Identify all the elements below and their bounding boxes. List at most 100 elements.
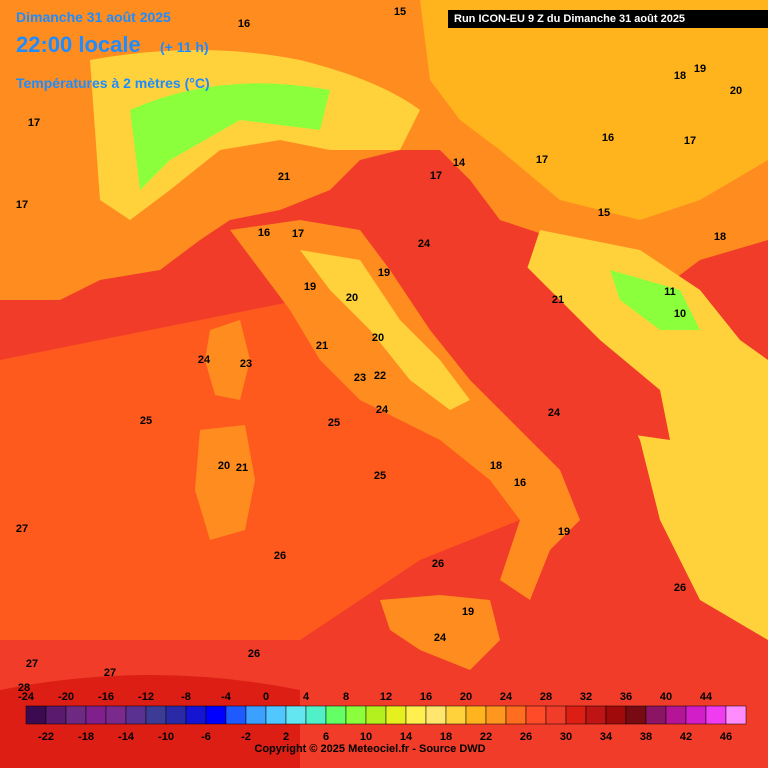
date: Dimanche 31 août 2025 bbox=[16, 9, 171, 25]
scale-label: -20 bbox=[58, 691, 74, 703]
scale-label: 12 bbox=[380, 691, 392, 703]
temperature-label: 17 bbox=[292, 228, 304, 240]
temperature-label: 27 bbox=[26, 658, 38, 670]
temperature-label: 20 bbox=[346, 292, 358, 304]
scale-swatch bbox=[45, 705, 67, 725]
temperature-label: 15 bbox=[598, 207, 610, 219]
scale-swatch bbox=[25, 705, 47, 725]
temperature-label: 17 bbox=[536, 154, 548, 166]
scale-label: -10 bbox=[158, 731, 174, 743]
scale-label: 28 bbox=[540, 691, 552, 703]
temperature-label: 23 bbox=[240, 358, 252, 370]
scale-swatch bbox=[65, 705, 87, 725]
temperature-label: 19 bbox=[378, 267, 390, 279]
temperature-label: 15 bbox=[394, 6, 406, 18]
scale-swatch bbox=[605, 705, 627, 725]
temperature-label: 25 bbox=[140, 415, 152, 427]
scale-label: -24 bbox=[18, 691, 35, 703]
scale-swatch bbox=[205, 705, 227, 725]
copyright: Copyright © 2025 Meteociel.fr - Source D… bbox=[254, 743, 485, 755]
scale-label: 6 bbox=[323, 731, 329, 743]
temperature-label: 20 bbox=[218, 460, 230, 472]
scale-label: -4 bbox=[221, 691, 232, 703]
scale-swatch bbox=[305, 705, 327, 725]
temperature-label: 18 bbox=[674, 70, 686, 82]
scale-label: -18 bbox=[78, 731, 94, 743]
scale-label: 38 bbox=[640, 731, 652, 743]
adriatic-sea bbox=[370, 150, 670, 440]
temperature-label: 26 bbox=[248, 648, 260, 660]
scale-label: 24 bbox=[500, 691, 513, 703]
scale-label: -6 bbox=[201, 731, 211, 743]
scale-label: 36 bbox=[620, 691, 632, 703]
sardinia bbox=[195, 425, 255, 540]
scale-swatch bbox=[385, 705, 407, 725]
scale-label: 14 bbox=[400, 731, 413, 743]
scale-swatch bbox=[285, 705, 307, 725]
temperature-label: 19 bbox=[462, 606, 474, 618]
scale-swatch bbox=[245, 705, 267, 725]
temperature-label: 24 bbox=[198, 354, 211, 366]
scale-swatch bbox=[145, 705, 167, 725]
temperature-label: 18 bbox=[714, 231, 726, 243]
scale-label: -12 bbox=[138, 691, 154, 703]
scale-swatch bbox=[345, 705, 367, 725]
temperature-label: 17 bbox=[16, 199, 28, 211]
scale-swatch bbox=[425, 705, 447, 725]
temperature-label: 16 bbox=[238, 18, 250, 30]
scale-swatch bbox=[625, 705, 647, 725]
scale-label: 44 bbox=[700, 691, 713, 703]
scale-swatch bbox=[665, 705, 687, 725]
scale-swatch bbox=[225, 705, 247, 725]
temperature-label: 22 bbox=[374, 370, 386, 382]
scale-label: 46 bbox=[720, 731, 732, 743]
scale-swatch bbox=[125, 705, 147, 725]
temperature-label: 14 bbox=[453, 157, 466, 169]
apennines bbox=[300, 250, 470, 410]
temperature-label: 18 bbox=[490, 460, 502, 472]
scale-swatch bbox=[645, 705, 667, 725]
temperature-label: 16 bbox=[258, 227, 270, 239]
temperature-label: 25 bbox=[328, 417, 340, 429]
scale-label: 26 bbox=[520, 731, 532, 743]
scale-label: 4 bbox=[303, 691, 310, 703]
scale-label: 2 bbox=[283, 731, 289, 743]
temperature-label: 21 bbox=[552, 294, 564, 306]
scale-swatch bbox=[485, 705, 507, 725]
temperature-label: 17 bbox=[684, 135, 696, 147]
scale-swatch bbox=[725, 705, 747, 725]
scale-swatch bbox=[185, 705, 207, 725]
scale-label: 16 bbox=[420, 691, 432, 703]
scale-swatch bbox=[705, 705, 727, 725]
scale-swatch bbox=[265, 705, 287, 725]
scale-label: 30 bbox=[560, 731, 572, 743]
temperature-label: 19 bbox=[558, 526, 570, 538]
scale-swatch bbox=[685, 705, 707, 725]
temperature-label: 23 bbox=[354, 372, 366, 384]
scale-label: 34 bbox=[600, 731, 613, 743]
temperature-label: 27 bbox=[104, 667, 116, 679]
run-banner bbox=[448, 10, 768, 28]
scale-label: 20 bbox=[460, 691, 472, 703]
scale-swatch bbox=[465, 705, 487, 725]
time-offset: (+ 11 h) bbox=[160, 39, 209, 55]
scale-label: 0 bbox=[263, 691, 269, 703]
scale-label: 8 bbox=[343, 691, 349, 703]
temperature-label: 27 bbox=[16, 523, 28, 535]
temperature-label: 17 bbox=[28, 117, 40, 129]
scale-label: -16 bbox=[98, 691, 114, 703]
temperature-label: 26 bbox=[432, 558, 444, 570]
scale-label: -2 bbox=[241, 731, 251, 743]
temperature-label: 16 bbox=[602, 132, 614, 144]
scale-label: -14 bbox=[118, 731, 135, 743]
scale-swatch bbox=[365, 705, 387, 725]
alps bbox=[90, 50, 420, 220]
land-central-europe bbox=[420, 0, 768, 220]
temperature-label: 21 bbox=[236, 462, 248, 474]
time: 22:00 locale bbox=[16, 32, 141, 57]
temperature-label: 24 bbox=[548, 407, 561, 419]
balkans-high bbox=[610, 270, 700, 330]
sicily bbox=[380, 595, 500, 670]
scale-swatch bbox=[545, 705, 567, 725]
